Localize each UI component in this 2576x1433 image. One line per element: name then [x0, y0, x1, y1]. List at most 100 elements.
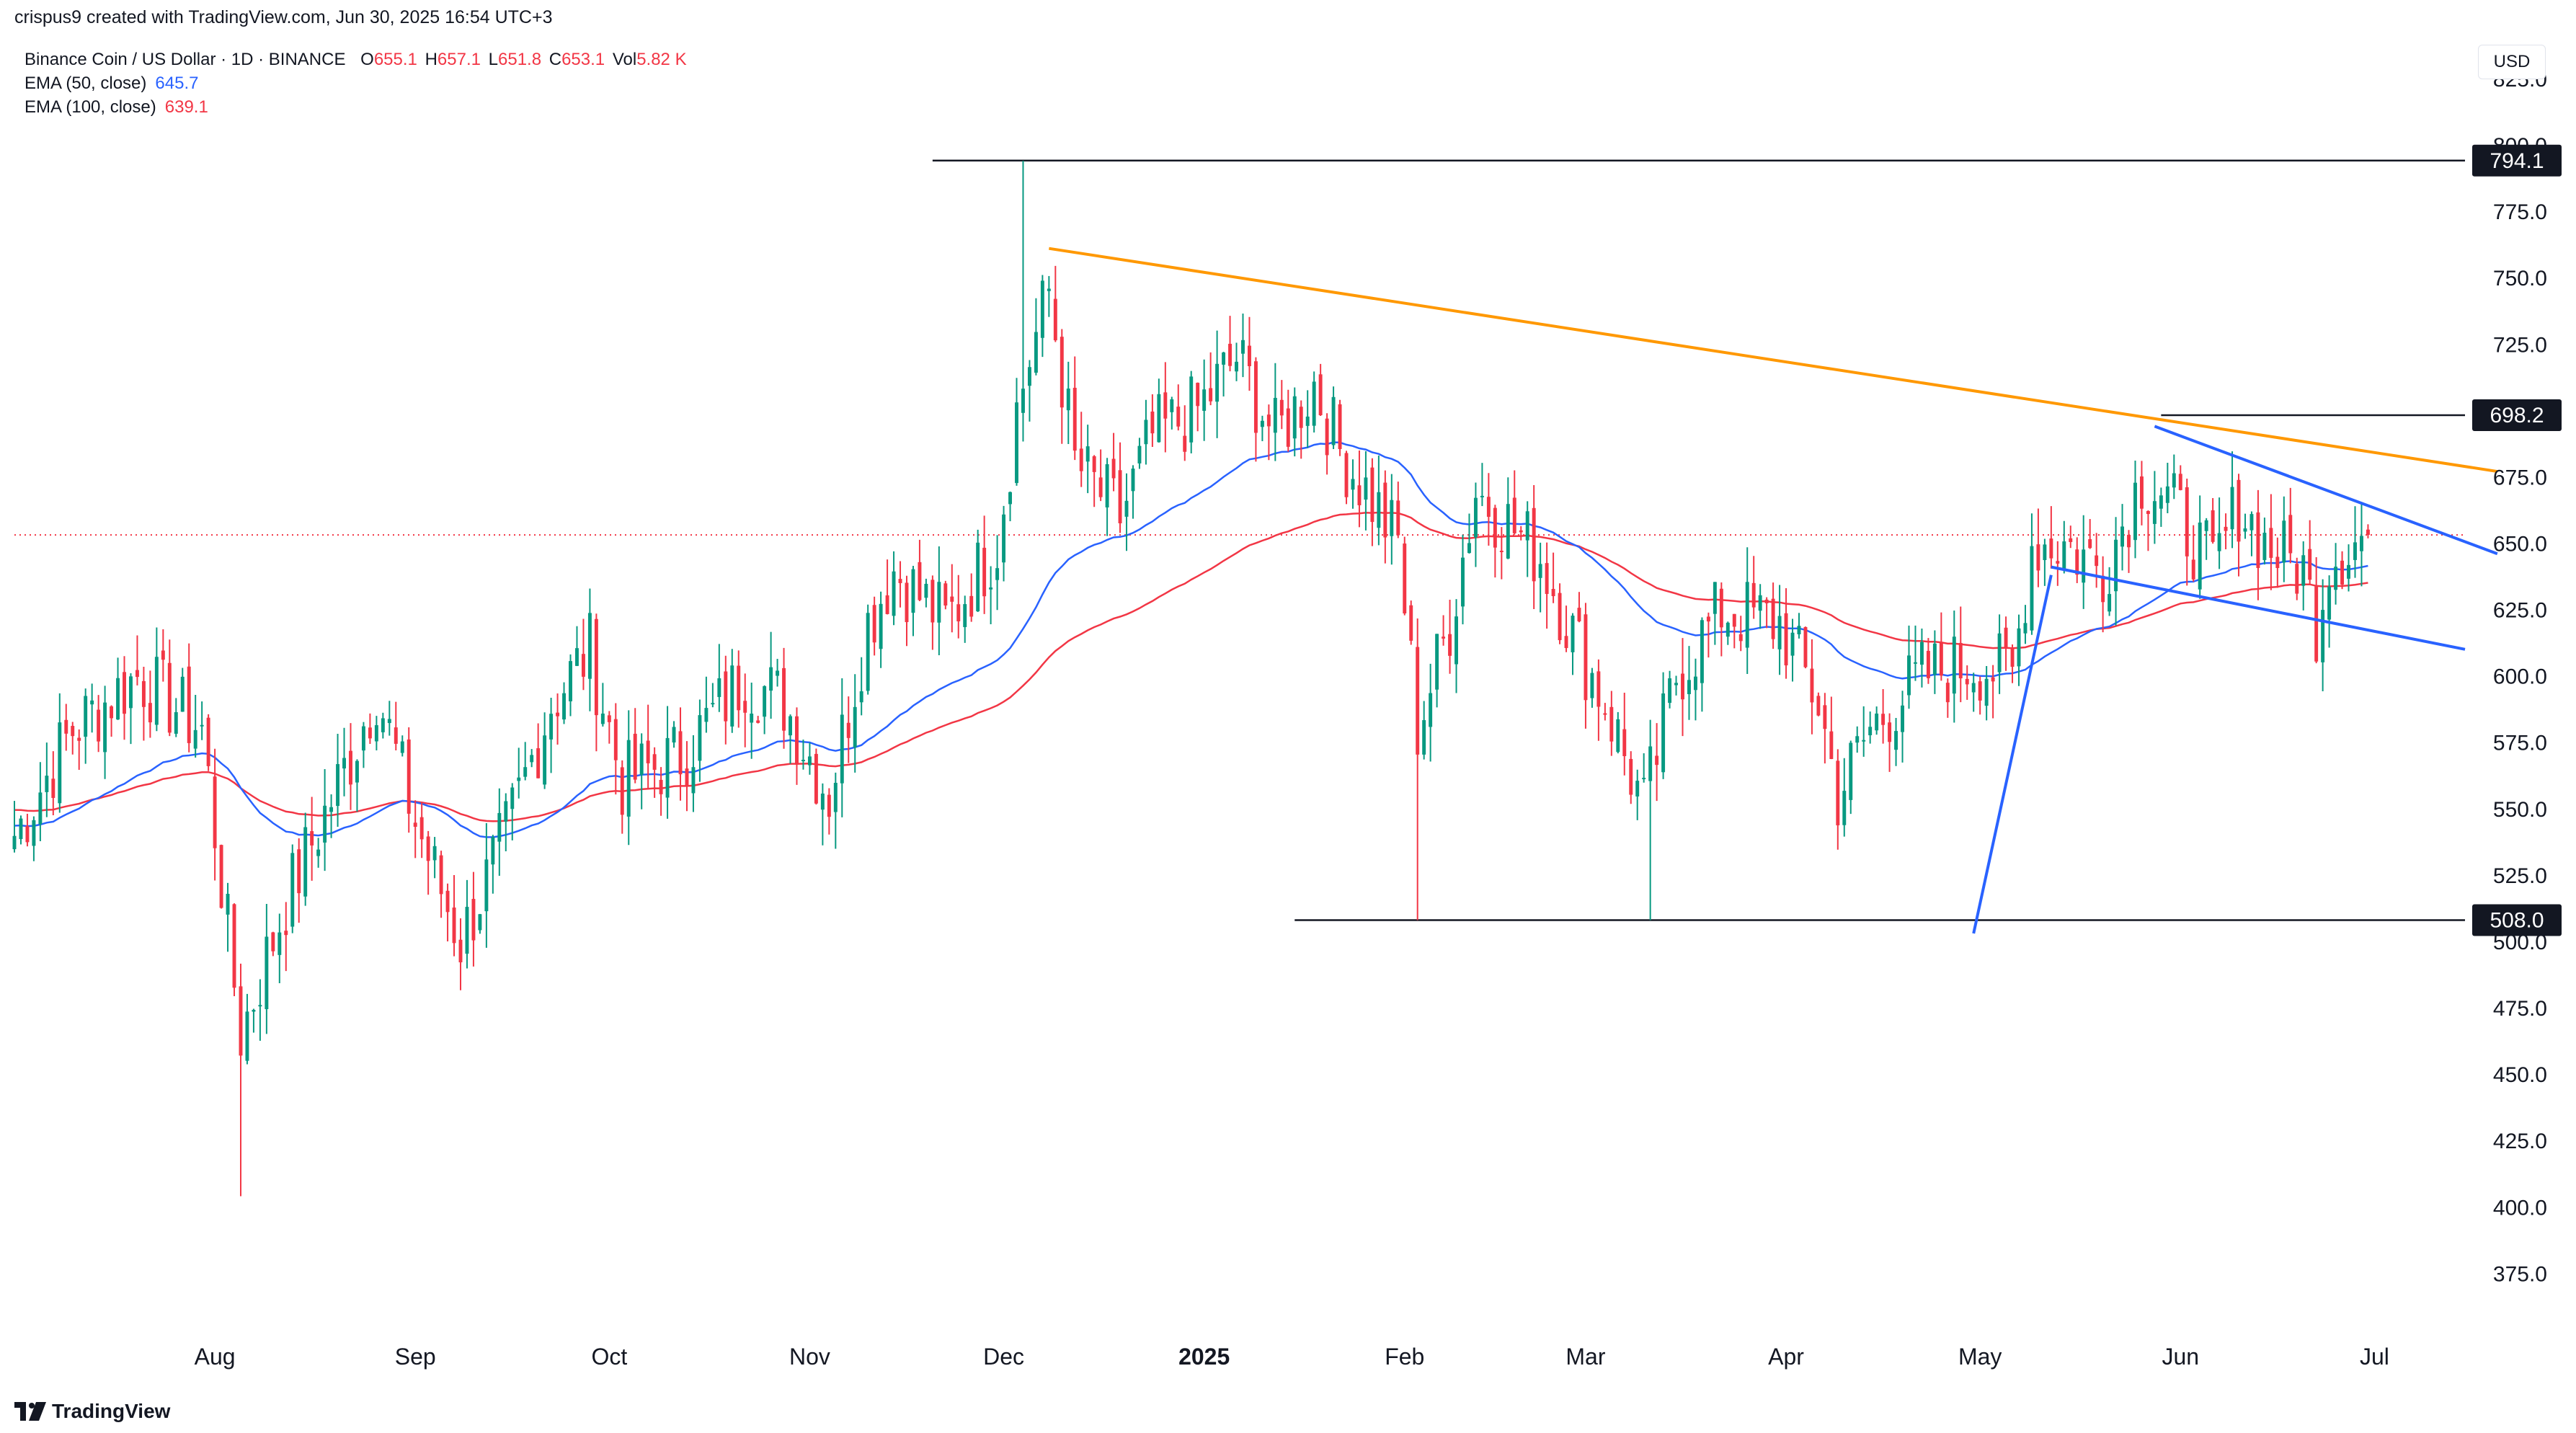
- candle: [1635, 769, 1640, 820]
- candle: [180, 667, 185, 712]
- candle: [1797, 613, 1801, 639]
- candle: [123, 656, 126, 740]
- candle: [1881, 689, 1886, 744]
- candle: [704, 676, 709, 733]
- candle: [1370, 458, 1374, 546]
- x-tick-label: Nov: [789, 1344, 830, 1370]
- candle: [1571, 613, 1575, 675]
- candle: [1034, 298, 1038, 376]
- candle: [898, 561, 902, 608]
- horizontal-levels: [14, 159, 2465, 921]
- candle: [1596, 659, 1601, 741]
- x-tick-label: Aug: [195, 1344, 236, 1370]
- candle: [504, 793, 508, 852]
- candle: [1390, 474, 1394, 565]
- candle: [2101, 556, 2105, 633]
- legend-ema50-row[interactable]: EMA (50, close) 645.7: [25, 71, 687, 95]
- candle: [1286, 389, 1290, 452]
- candle: [1803, 626, 1808, 669]
- trendline-flagpole[interactable]: [1972, 574, 2053, 934]
- legend-close-label: C: [548, 50, 562, 69]
- candle: [2314, 557, 2319, 664]
- candle: [2165, 462, 2169, 513]
- y-tick-label: 550.0: [2493, 798, 2547, 822]
- candle: [1499, 527, 1504, 580]
- candle: [1157, 378, 1161, 443]
- candle: [1771, 582, 1775, 649]
- candle: [1131, 465, 1135, 519]
- tradingview-brand[interactable]: TradingView: [14, 1400, 170, 1423]
- candle: [833, 772, 838, 849]
- ema50-path: [14, 441, 2368, 838]
- candle: [97, 695, 101, 753]
- candle: [110, 705, 114, 737]
- candle: [1945, 678, 1950, 718]
- candle: [879, 591, 883, 668]
- candle: [1072, 356, 1077, 461]
- candle: [1066, 361, 1070, 445]
- candle: [1163, 362, 1168, 453]
- candle: [2004, 616, 2008, 671]
- trendline-descending-resistance[interactable]: [1049, 247, 2498, 474]
- candle: [1525, 501, 1529, 577]
- candle: [329, 794, 334, 838]
- currency-button[interactable]: USD: [2478, 45, 2546, 79]
- candle: [1027, 360, 1031, 422]
- candle: [581, 618, 585, 691]
- candle: [1118, 442, 1122, 533]
- candle: [148, 670, 152, 738]
- candle: [607, 711, 611, 744]
- candle: [743, 673, 747, 747]
- candle: [789, 714, 792, 764]
- candle: [2211, 497, 2215, 544]
- candle: [827, 788, 831, 835]
- x-tick-label: Oct: [591, 1344, 627, 1370]
- x-tick-label: Apr: [1768, 1344, 1804, 1370]
- candle: [523, 742, 528, 781]
- candle: [400, 735, 404, 757]
- candle: [1429, 663, 1433, 762]
- candle: [995, 535, 1000, 611]
- candle: [1111, 432, 1116, 492]
- candle: [2224, 513, 2228, 550]
- candle: [271, 931, 275, 957]
- candle: [1642, 753, 1646, 783]
- ema100-path: [14, 511, 2368, 822]
- candle: [394, 701, 398, 751]
- candle: [12, 801, 17, 853]
- candle: [174, 698, 178, 737]
- legend-open-label: O: [360, 50, 374, 69]
- candle: [2036, 508, 2040, 587]
- candle: [71, 722, 75, 755]
- trendline-flag-upper[interactable]: [2154, 425, 2498, 556]
- candle: [549, 698, 554, 773]
- candle: [924, 578, 928, 608]
- candle: [1939, 612, 1943, 681]
- legend-ema100-row[interactable]: EMA (100, close) 639.1: [25, 95, 687, 119]
- legend-ema50-label: EMA (50, close): [25, 74, 147, 93]
- candle: [1745, 547, 1749, 674]
- candle: [1609, 691, 1614, 756]
- legend-vol-label: Vol: [612, 50, 637, 69]
- trendline-flag-lower[interactable]: [2051, 565, 2466, 651]
- y-tick-label: 625.0: [2493, 599, 2547, 623]
- candle: [1403, 536, 1407, 616]
- candle: [2282, 496, 2286, 582]
- candle: [1952, 611, 1956, 723]
- candle: [2249, 511, 2254, 556]
- y-tick-label: 675.0: [2493, 466, 2547, 489]
- x-tick-label: Dec: [983, 1344, 1024, 1370]
- candle: [310, 797, 314, 881]
- trendlines: [1049, 247, 2498, 934]
- candle: [659, 767, 663, 816]
- x-tick-label: Jul: [2360, 1344, 2389, 1370]
- candle: [187, 643, 191, 753]
- candle: [750, 683, 754, 759]
- candle: [2243, 513, 2247, 539]
- price-level-labels: 794.1 698.2 508.0: [2472, 144, 2562, 936]
- candle: [776, 659, 780, 687]
- candle: [730, 649, 734, 733]
- candle: [594, 613, 598, 752]
- x-tick-label: Jun: [2162, 1344, 2199, 1370]
